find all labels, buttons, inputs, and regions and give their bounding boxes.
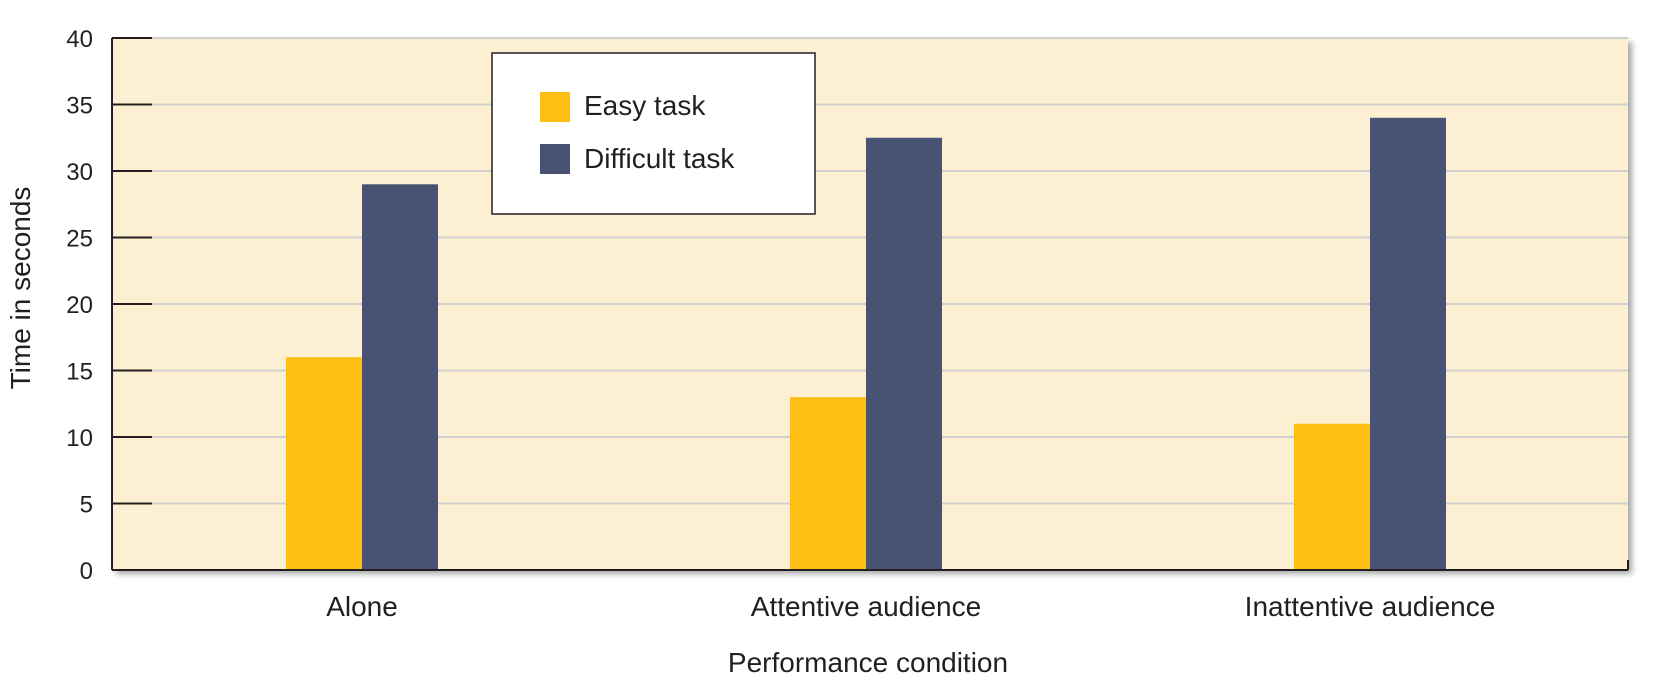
- legend-box: [491, 52, 816, 215]
- y-tick-label: 10: [66, 425, 93, 452]
- bar-easy-task-attentive-audience: [790, 397, 866, 570]
- bar-difficult-task-inattentive-audience: [1370, 117, 1446, 571]
- bar-easy-task-inattentive-audience: [1294, 423, 1370, 570]
- x-axis-title: Performance condition: [728, 647, 1008, 678]
- axes: [111, 37, 1629, 571]
- y-tick-labels: 0 5 10 15 20 25 30 35 40: [66, 26, 93, 585]
- y-tick-label: 35: [66, 93, 93, 120]
- legend-label-difficult-task: Difficult task: [584, 143, 735, 174]
- bar-difficult-task-alone: [362, 184, 438, 571]
- y-axis-title: Time in seconds: [5, 187, 36, 390]
- x-tick-labels: Alone Attentive audience Inattentive audie…: [326, 591, 1495, 622]
- y-tick-label: 15: [66, 359, 93, 386]
- y-tick-label: 40: [66, 26, 93, 53]
- y-tick-label: 0: [80, 558, 93, 585]
- bar-difficult-task-attentive-audience: [866, 137, 942, 570]
- legend-label-easy-task: Easy task: [584, 90, 706, 121]
- y-tick-label: 20: [66, 292, 93, 319]
- bar-easy-task-alone: [286, 357, 362, 570]
- x-tick-label: Alone: [326, 591, 398, 622]
- legend-swatch-easy-task: [540, 92, 570, 122]
- y-tick-label: 5: [80, 492, 93, 519]
- x-tick-label: Inattentive audience: [1245, 591, 1496, 622]
- x-tick-label: Attentive audience: [751, 591, 981, 622]
- y-tick-label: 25: [66, 226, 93, 253]
- legend: Easy task Difficult task: [491, 52, 816, 215]
- bars: [286, 117, 1446, 571]
- legend-swatch-difficult-task: [540, 144, 570, 174]
- y-tick-label: 30: [66, 159, 93, 186]
